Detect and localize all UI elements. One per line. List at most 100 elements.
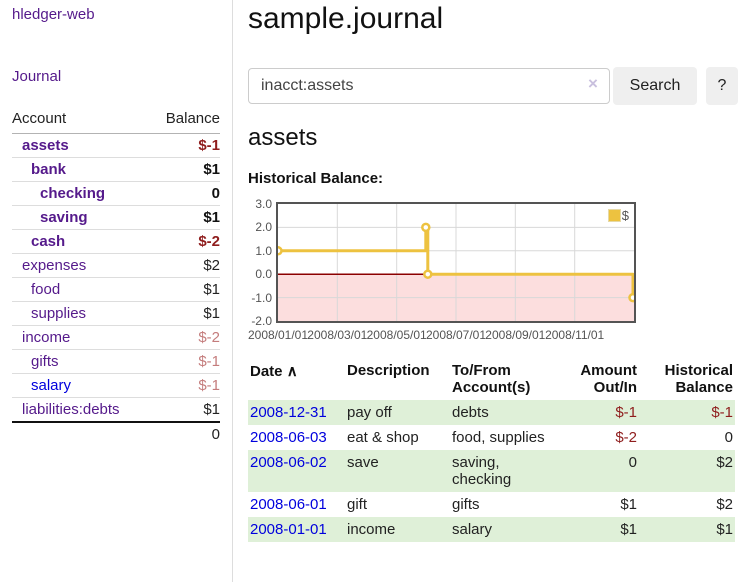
account-balance: $1 xyxy=(150,397,220,423)
search-button[interactable]: Search xyxy=(613,67,697,105)
account-heading: assets xyxy=(248,124,318,151)
account-row: assets $-1 xyxy=(12,133,220,158)
y-axis-tick-label: 1.0 xyxy=(255,243,272,258)
accounts-header-account: Account xyxy=(12,106,151,134)
data-point-marker xyxy=(278,246,283,256)
account-row: expenses $2 xyxy=(12,253,220,278)
sidebar-account-link[interactable]: gifts xyxy=(31,353,59,370)
register-row: 2008-01-01 income salary $1 $1 xyxy=(248,517,735,542)
x-axis-tick-label: 2008/11/01 xyxy=(545,328,605,342)
register-row: 2008-12-31 pay off debts $-1 $-1 xyxy=(248,400,735,425)
register-table: Date ∧ Description To/From Account(s) Am… xyxy=(248,358,735,542)
register-amount: 0 xyxy=(628,454,637,471)
register-description: gift xyxy=(347,496,368,513)
historical-balance-chart: $ 3.0 2.0 1.0 0.0 -1.0 -2.0 2008/01/01 2008/03/… xyxy=(248,197,678,345)
register-amount: $-1 xyxy=(615,404,637,421)
data-point-marker xyxy=(421,222,431,233)
x-axis-tick-label: 2008/09/01 xyxy=(485,328,546,342)
account-balance: $-2 xyxy=(150,325,220,350)
account-balance: $1 xyxy=(150,205,220,230)
register-header-accounts: To/From Account(s) xyxy=(452,362,531,396)
data-point-marker xyxy=(423,269,433,279)
register-balance: $2 xyxy=(716,496,733,513)
register-description: income xyxy=(347,521,396,538)
register-amount: $1 xyxy=(620,521,637,538)
account-row: checking 0 xyxy=(12,181,220,206)
register-accounts: salary xyxy=(452,521,493,538)
account-balance: $-1 xyxy=(150,133,220,158)
account-row: gifts $-1 xyxy=(12,349,220,374)
register-date-link[interactable]: 2008-06-01 xyxy=(250,496,327,513)
account-balance: $-1 xyxy=(150,373,220,398)
accounts-header-balance: Balance xyxy=(150,106,220,134)
register-header-amount: Amount Out/In xyxy=(580,362,637,396)
account-row: liabilities:debts $1 xyxy=(12,397,220,423)
sidebar-account-link[interactable]: supplies xyxy=(31,305,87,322)
sidebar-account-link[interactable]: saving xyxy=(40,209,88,226)
register-date-link[interactable]: 2008-01-01 xyxy=(250,521,327,538)
app-title-link[interactable]: hledger-web xyxy=(12,6,95,23)
register-accounts: saving, checking xyxy=(452,454,512,488)
account-row: saving $1 xyxy=(12,205,220,230)
y-axis-tick-label: 3.0 xyxy=(255,197,272,211)
register-balance: 0 xyxy=(724,429,733,446)
chart-canvas xyxy=(278,204,634,321)
register-description: save xyxy=(347,454,379,471)
sidebar-item-journal[interactable]: Journal xyxy=(12,68,62,85)
account-row: income $-2 xyxy=(12,325,220,350)
sidebar-account-link[interactable]: food xyxy=(31,281,61,298)
register-header-balance: Historical Balance xyxy=(664,362,733,396)
sidebar-account-link[interactable]: income xyxy=(22,329,71,346)
register-balance: $1 xyxy=(716,521,733,538)
sort-asc-icon: ∧ xyxy=(286,363,298,380)
account-row: salary $-1 xyxy=(12,373,220,398)
account-balance: $1 xyxy=(150,277,220,302)
account-balance: $1 xyxy=(150,301,220,326)
page-title: sample.journal xyxy=(248,2,444,35)
chart-title: Historical Balance: xyxy=(248,170,384,187)
register-accounts: food, supplies xyxy=(452,429,545,446)
register-accounts: debts xyxy=(452,404,489,421)
account-balance: $-1 xyxy=(150,349,220,374)
register-description: pay off xyxy=(347,404,392,421)
register-row: 2008-06-01 gift gifts $1 $2 xyxy=(248,492,735,517)
account-row: bank $1 xyxy=(12,157,220,182)
register-row: 2008-06-02 save saving, checking 0 $2 xyxy=(248,450,735,492)
register-amount: $-2 xyxy=(615,429,637,446)
sidebar-account-link[interactable]: assets xyxy=(22,137,69,154)
register-accounts: gifts xyxy=(452,496,480,513)
y-axis-tick-label: 0.0 xyxy=(255,267,272,282)
register-date-link[interactable]: 2008-06-03 xyxy=(250,429,327,446)
y-axis-tick-label: 2.0 xyxy=(255,220,272,235)
sidebar-account-link[interactable]: expenses xyxy=(22,257,87,274)
clear-search-icon[interactable]: × xyxy=(588,74,598,93)
x-axis-tick-label: 2008/01/01 xyxy=(247,328,309,342)
x-axis-tick-label: 2008/07/01 xyxy=(425,328,487,342)
sidebar-account-link[interactable]: salary xyxy=(31,377,72,394)
sidebar-account-link[interactable]: liabilities:debts xyxy=(22,401,120,418)
x-axis-tick-label: 2008/05/01 xyxy=(366,328,427,342)
sidebar-account-link[interactable]: bank xyxy=(31,161,67,178)
sidebar-account-link[interactable]: cash xyxy=(31,233,66,250)
accounts-total-row: 0 xyxy=(12,421,220,446)
register-date-link[interactable]: 2008-06-02 xyxy=(250,454,327,471)
accounts-total-value: 0 xyxy=(150,421,220,446)
register-balance: $2 xyxy=(716,454,733,471)
register-description: eat & shop xyxy=(347,429,419,446)
account-balance: $1 xyxy=(150,157,220,182)
account-balance: $-2 xyxy=(150,229,220,254)
register-header-description: Description xyxy=(347,362,430,379)
chart-plot-area: $ xyxy=(276,202,636,323)
search-input[interactable] xyxy=(248,68,610,104)
sidebar-account-link[interactable]: checking xyxy=(40,185,106,202)
chart-legend: $ xyxy=(606,208,629,223)
y-axis-tick-label: -2.0 xyxy=(251,314,272,328)
register-header-date[interactable]: Date ∧ xyxy=(250,363,298,380)
accounts-balance-table: Account Balance assets $-1 bank $1 checking 0… xyxy=(12,106,220,446)
register-date-link[interactable]: 2008-12-31 xyxy=(250,404,327,421)
account-balance: 0 xyxy=(150,181,220,206)
x-axis-tick-label: 2008/03/01 xyxy=(307,328,368,342)
account-row: cash $-2 xyxy=(12,229,220,254)
search-help-button[interactable]: ? xyxy=(706,67,738,105)
register-amount: $1 xyxy=(620,496,637,513)
